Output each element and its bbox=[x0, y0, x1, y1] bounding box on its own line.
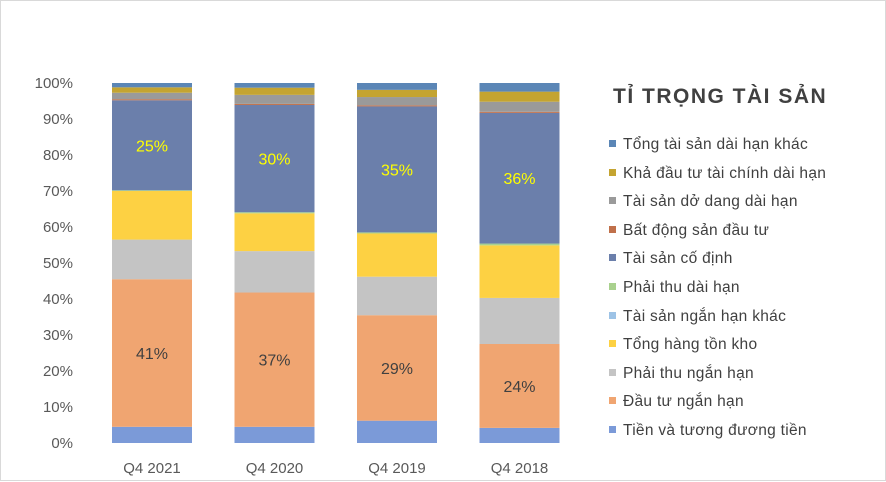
legend-swatch bbox=[609, 254, 616, 262]
bar-segment bbox=[479, 245, 560, 298]
legend-swatch bbox=[609, 397, 616, 405]
legend-label: Phải thu ngắn hạn bbox=[623, 364, 754, 382]
y-tick-label: 20% bbox=[43, 363, 73, 380]
legend-swatch bbox=[609, 368, 616, 376]
bar-segment bbox=[234, 94, 315, 104]
bar-segment bbox=[112, 279, 192, 427]
legend-swatch bbox=[609, 311, 616, 319]
bar-segment bbox=[234, 213, 315, 252]
bar-segment bbox=[479, 243, 560, 246]
data-label: 41% bbox=[136, 346, 168, 363]
bar-segment bbox=[357, 97, 437, 106]
bar-segment bbox=[479, 112, 560, 244]
y-tick-label: 0% bbox=[51, 435, 73, 452]
legend-label: Tiền và tương đương tiền bbox=[623, 421, 807, 439]
bar-segment bbox=[234, 426, 315, 443]
y-tick-label: 100% bbox=[35, 75, 73, 92]
category-label: Q4 2019 bbox=[368, 460, 426, 477]
y-tick-label: 90% bbox=[43, 111, 73, 128]
category-label: Q4 2020 bbox=[246, 460, 304, 477]
legend-label: Khả đầu tư tài chính dài hạn bbox=[623, 164, 827, 182]
bar-segment bbox=[112, 239, 192, 280]
y-tick-label: 70% bbox=[43, 183, 73, 200]
bar-segment bbox=[479, 83, 560, 92]
bar-segment bbox=[112, 92, 192, 100]
bar-segment bbox=[479, 297, 560, 344]
y-tick-label: 10% bbox=[43, 399, 73, 416]
bar-segment bbox=[357, 315, 437, 421]
bar-segment bbox=[234, 104, 315, 213]
bar-segment bbox=[112, 87, 192, 93]
bar-segment bbox=[112, 191, 192, 240]
y-tick-label: 60% bbox=[43, 219, 73, 236]
bar-segment bbox=[112, 426, 192, 443]
bar-segment bbox=[112, 190, 192, 191]
legend-swatch bbox=[609, 140, 616, 147]
legend-swatch bbox=[609, 197, 616, 205]
legend-label: Tổng tài sản dài hạn khác bbox=[623, 136, 809, 153]
data-label: 36% bbox=[503, 171, 535, 188]
legend-swatch bbox=[609, 225, 616, 233]
bar-segment bbox=[357, 105, 437, 107]
legend-label: Tài sản ngắn hạn khác bbox=[623, 307, 787, 325]
legend-label: Tài sản dở dang dài hạn bbox=[623, 193, 798, 211]
data-label: 35% bbox=[381, 162, 413, 179]
bar-segment bbox=[479, 111, 560, 113]
bar-segment bbox=[234, 212, 315, 214]
data-label: 29% bbox=[381, 361, 413, 378]
legend-label: Bất động sản đầu tư bbox=[623, 221, 770, 239]
legend-swatch bbox=[609, 425, 616, 433]
data-label: 25% bbox=[136, 138, 168, 155]
legend-swatch bbox=[609, 168, 616, 176]
bar-segment bbox=[479, 427, 560, 443]
stacked-bar-plot: 0% 10% 20% 30% 40% 50% 60% 70% 80% 90% 100% 41% 25% Q… bbox=[35, 75, 560, 477]
bar-segment bbox=[234, 103, 315, 105]
category-label: Q4 2018 bbox=[491, 460, 549, 477]
legend-label: Tổng hàng tồn kho bbox=[623, 336, 758, 354]
bar-segment bbox=[112, 83, 192, 88]
bar-segment bbox=[479, 101, 560, 112]
bar-segment bbox=[357, 232, 437, 234]
category-label: Q4 2021 bbox=[123, 460, 181, 477]
bar-segment bbox=[357, 89, 437, 98]
bar-segment bbox=[357, 420, 437, 443]
bar-segment bbox=[479, 344, 560, 428]
chart-title: TỈ TRỌNG TÀI SẢN bbox=[613, 85, 828, 108]
bar-segment bbox=[357, 276, 437, 316]
bar-segment bbox=[234, 292, 315, 427]
bar-segment bbox=[234, 87, 315, 95]
bar-segment bbox=[357, 233, 437, 277]
y-tick-label: 50% bbox=[43, 255, 73, 272]
data-label: 30% bbox=[258, 152, 290, 169]
legend-label: Phải thu dài hạn bbox=[623, 278, 740, 296]
legend-label: Đầu tư ngắn hạn bbox=[623, 393, 744, 411]
y-tick-label: 80% bbox=[43, 147, 73, 164]
y-tick-label: 30% bbox=[43, 327, 73, 344]
legend-label: Tài sản cố định bbox=[623, 250, 733, 268]
bar-segment bbox=[234, 251, 315, 293]
bar-segment bbox=[112, 99, 192, 101]
data-label: 24% bbox=[503, 379, 535, 396]
bar-segment bbox=[234, 83, 315, 88]
data-label: 37% bbox=[258, 353, 290, 370]
bar-segment bbox=[357, 106, 437, 233]
y-tick-label: 40% bbox=[43, 291, 73, 308]
bar-segment bbox=[479, 91, 560, 102]
legend-swatch bbox=[609, 340, 616, 348]
bar-segment bbox=[357, 83, 437, 90]
bar-segment bbox=[112, 100, 192, 191]
legend-swatch bbox=[609, 282, 616, 290]
